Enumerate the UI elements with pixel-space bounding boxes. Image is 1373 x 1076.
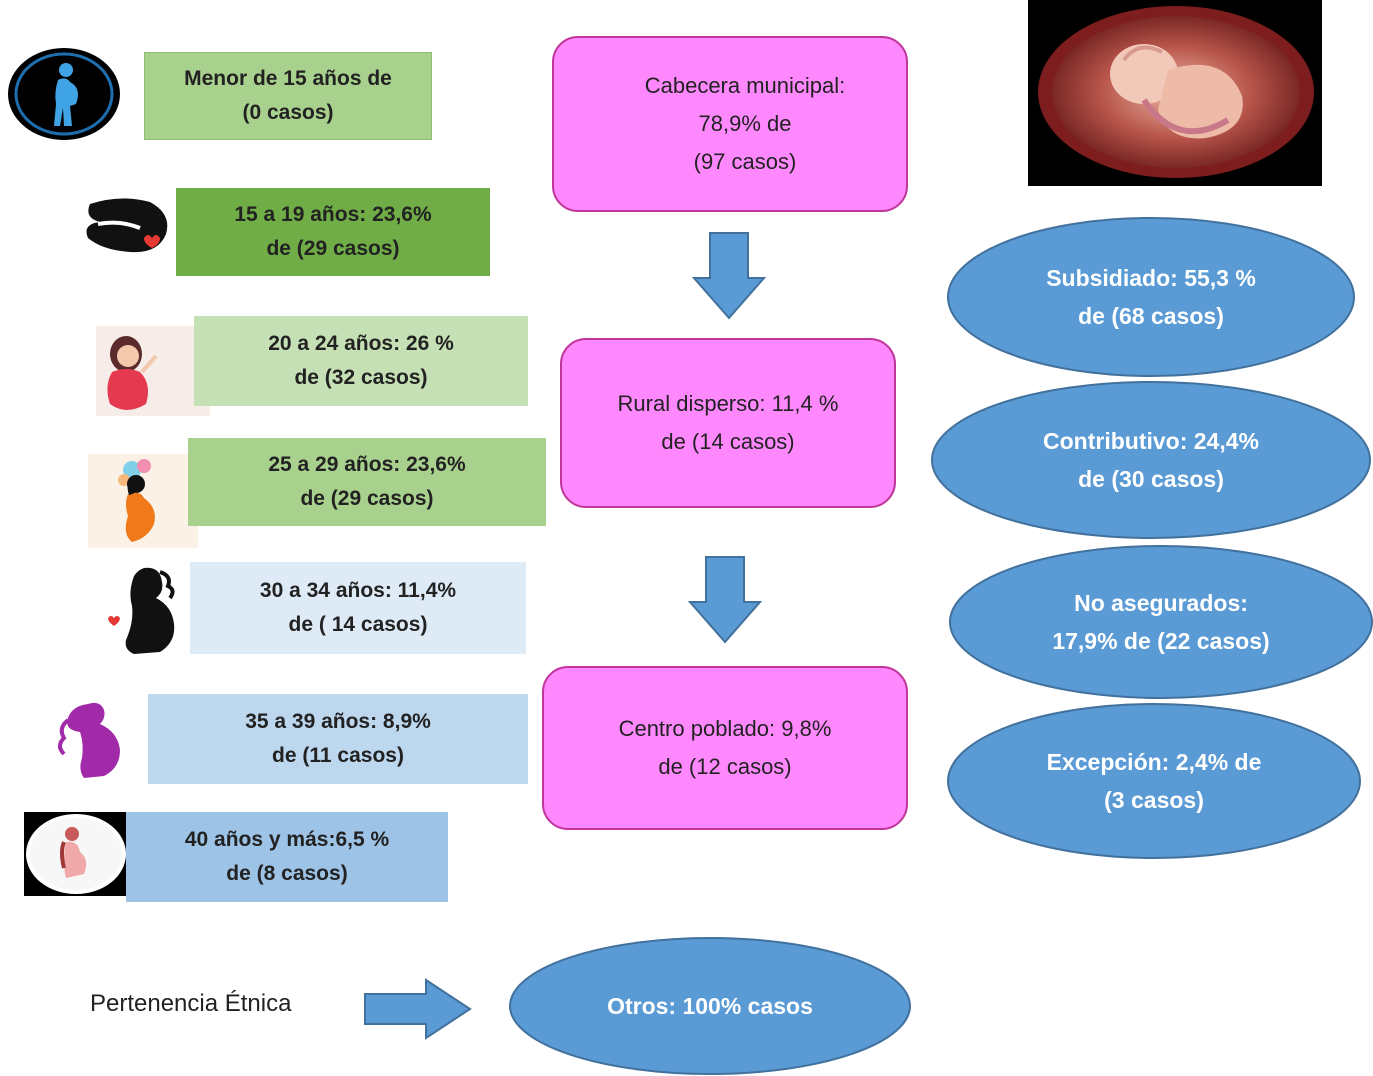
right-arrow-icon — [364, 978, 472, 1040]
down-arrow-icon — [687, 556, 763, 644]
insurance-oval-excepcion: Excepción: 2,4% de (3 casos) — [946, 702, 1362, 860]
pregnant-woman-cartoon-icon — [96, 326, 210, 416]
insurance-label-contributivo: Contributivo: 24,4% de (30 casos) — [1043, 428, 1259, 492]
down-arrow-icon — [691, 232, 767, 320]
insurance-oval-subsidiado: Subsidiado: 55,3 % de (68 casos) — [946, 216, 1356, 378]
pregnant-silhouette-heart-icon — [80, 194, 176, 258]
fetus-in-womb-image — [1028, 0, 1322, 186]
age-group-box-15-19: 15 a 19 años: 23,6% de (29 casos) — [176, 188, 490, 276]
insurance-oval-contributivo: Contributivo: 24,4% de (30 casos) — [930, 380, 1372, 540]
ethnic-value-label: Otros: 100% casos — [607, 993, 813, 1019]
age-group-box-35-39: 35 a 39 años: 8,9% de (11 casos) — [148, 694, 528, 784]
pregnant-woman-flowers-icon — [88, 454, 198, 548]
age-group-box-40-plus: 40 años y más:6,5 % de (8 casos) — [126, 812, 448, 902]
pregnant-silhouette-purple-icon — [54, 700, 138, 780]
insurance-label-excepcion: Excepción: 2,4% de (3 casos) — [1046, 749, 1262, 813]
location-box-rural-disperso: Rural disperso: 11,4 % de (14 casos) — [560, 338, 896, 508]
ethnic-oval-otros: Otros: 100% casos — [508, 936, 912, 1076]
insurance-oval-no-asegurados: No asegurados: 17,9% de (22 casos) — [948, 544, 1373, 700]
age-group-box-30-34: 30 a 34 años: 11,4% de ( 14 casos) — [190, 562, 526, 654]
pregnant-woman-sign-icon — [8, 48, 120, 140]
pregnant-silhouette-curly-icon — [104, 562, 186, 658]
insurance-label-no-asegurados: No asegurados: 17,9% de (22 casos) — [1052, 590, 1270, 654]
location-box-centro-poblado: Centro poblado: 9,8% de (12 casos) — [542, 666, 908, 830]
location-box-cabecera-municipal: Cabecera municipal: 78,9% de (97 casos) — [552, 36, 908, 212]
insurance-label-subsidiado: Subsidiado: 55,3 % de (68 casos) — [1046, 265, 1256, 329]
ethnic-label: Pertenencia Étnica — [90, 990, 292, 1017]
age-group-box-20-24: 20 a 24 años: 26 % de (32 casos) — [194, 316, 528, 406]
age-group-box-25-29: 25 a 29 años: 23,6% de (29 casos) — [188, 438, 546, 526]
age-group-box-under-15: Menor de 15 años de (0 casos) — [144, 52, 432, 140]
pregnant-woman-circle-icon — [24, 812, 128, 896]
